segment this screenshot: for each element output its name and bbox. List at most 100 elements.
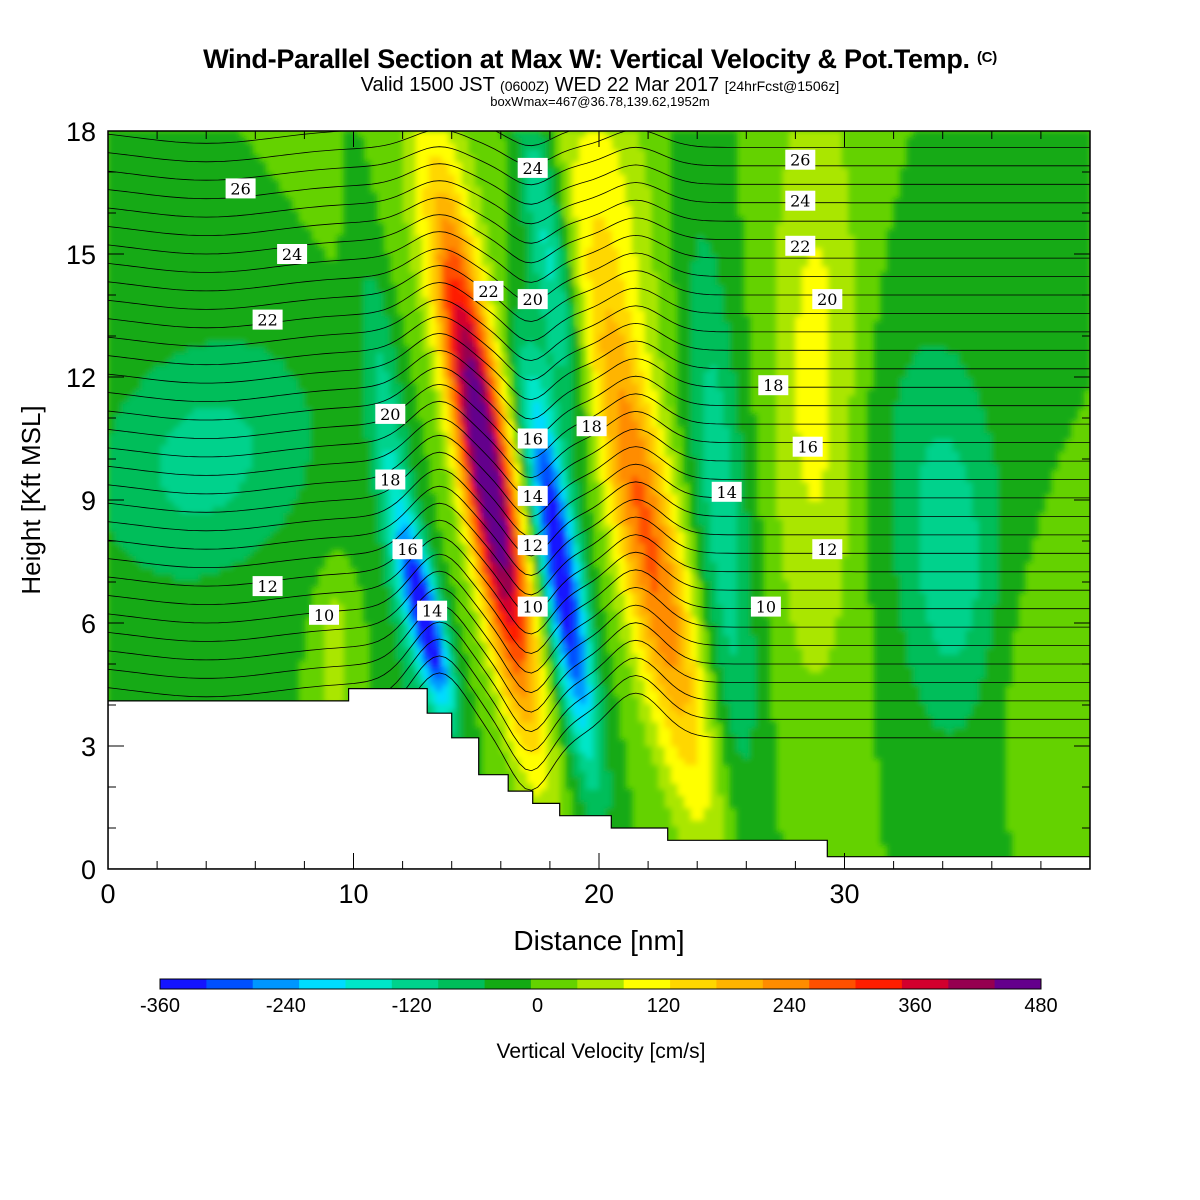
field-cell (677, 678, 685, 686)
field-cell (795, 623, 803, 630)
field-cell (435, 703, 443, 710)
field-cell (671, 580, 679, 587)
field-cell (140, 623, 148, 630)
field-cell (625, 813, 633, 821)
field-cell (998, 733, 1006, 741)
field-cell (238, 690, 247, 698)
field-cell (651, 623, 659, 630)
field-cell (985, 819, 993, 827)
field-cell (245, 647, 253, 655)
field-cell (677, 690, 685, 698)
field-cell (428, 659, 436, 667)
field-cell (946, 826, 954, 833)
field-cell (703, 721, 711, 729)
field-cell (985, 709, 993, 716)
field-cell (396, 604, 404, 612)
field-cell (919, 678, 927, 686)
field-cell (998, 703, 1006, 710)
field-cell (527, 672, 535, 679)
field-cell (212, 616, 220, 624)
field-cell (546, 623, 554, 630)
field-cell (887, 610, 895, 618)
field-cell (690, 789, 698, 796)
field-cell (703, 795, 711, 802)
field-cell (585, 739, 594, 747)
field-cell (324, 684, 332, 692)
field-cell (271, 610, 279, 618)
field-cell (252, 610, 260, 618)
field-cell (756, 770, 764, 778)
field-cell (978, 733, 986, 741)
field-cell (572, 733, 580, 741)
field-cell (913, 604, 921, 612)
field-cell (985, 592, 993, 600)
field-cell (985, 678, 993, 686)
field-cell (906, 678, 914, 686)
field-cell (900, 635, 908, 643)
field-cell (134, 635, 142, 643)
field-cell (638, 653, 646, 661)
field-cell (566, 672, 574, 679)
field-cell (821, 586, 829, 593)
field-cell (487, 598, 495, 606)
field-cell (932, 850, 941, 858)
field-cell (756, 580, 764, 587)
field-cell (710, 653, 718, 661)
field-cell (952, 795, 960, 802)
field-cell (684, 819, 692, 827)
field-cell (520, 721, 528, 729)
field-cell (932, 690, 941, 698)
field-cell (219, 580, 227, 587)
field-cell (657, 752, 666, 759)
field-cell (697, 684, 705, 692)
field-cell (671, 635, 679, 643)
field-cell (801, 604, 810, 612)
field-cell (383, 666, 391, 673)
field-cell (108, 672, 116, 679)
field-cell (625, 653, 633, 661)
field-cell (435, 690, 443, 698)
field-cell (887, 635, 895, 643)
field-cell (487, 641, 495, 649)
field-cell (939, 641, 947, 649)
field-cell (978, 844, 986, 852)
field-cell (553, 635, 561, 643)
field-cell (985, 616, 993, 624)
field-cell (985, 782, 993, 790)
field-cell (972, 580, 980, 587)
field-cell (507, 586, 515, 593)
field-cell (926, 703, 934, 710)
field-cell (592, 629, 600, 636)
field-cell (487, 573, 495, 581)
field-cell (507, 746, 515, 753)
field-cell (887, 678, 895, 686)
field-cell (428, 635, 436, 643)
field-cell (972, 770, 980, 778)
field-cell (703, 672, 711, 679)
field-cell (435, 623, 443, 630)
field-cell (959, 684, 967, 692)
field-cell (592, 653, 600, 661)
field-cell (644, 604, 652, 612)
field-cell (710, 807, 718, 815)
field-cell (618, 598, 626, 606)
field-cell (657, 739, 666, 747)
field-cell (199, 629, 207, 636)
field-cell (173, 604, 181, 612)
field-cell (690, 801, 698, 809)
field-cell (553, 592, 561, 600)
field-cell (219, 684, 227, 692)
field-cell (677, 807, 685, 815)
field-cell (500, 635, 508, 643)
field-cell (409, 580, 417, 587)
field-cell (762, 795, 770, 802)
field-cell (546, 715, 554, 723)
field-cell (651, 758, 659, 766)
field-cell (114, 672, 122, 679)
field-cell (540, 703, 548, 710)
field-cell (939, 801, 947, 809)
field-cell (644, 629, 652, 636)
field-cell (906, 709, 914, 716)
field-cell (605, 807, 613, 815)
field-cell (507, 580, 515, 587)
